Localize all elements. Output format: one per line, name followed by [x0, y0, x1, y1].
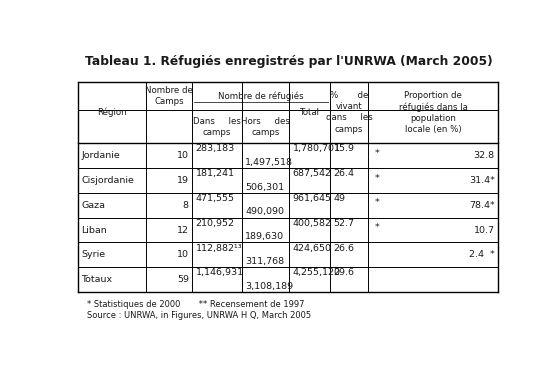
Text: 189,630: 189,630	[245, 232, 285, 242]
Text: 311,768: 311,768	[245, 257, 285, 266]
Text: 31.4*: 31.4*	[469, 176, 495, 185]
Text: 400,582: 400,582	[292, 219, 332, 228]
Text: 19: 19	[177, 176, 189, 185]
Text: 687,542: 687,542	[292, 169, 332, 178]
Text: Région: Région	[97, 108, 127, 117]
Text: 10: 10	[177, 250, 189, 259]
Text: Liban: Liban	[82, 226, 107, 234]
Text: 283,183: 283,183	[196, 144, 235, 153]
Text: 1,780,701: 1,780,701	[292, 144, 341, 153]
Text: 2.4  *: 2.4 *	[469, 250, 495, 259]
Text: 12: 12	[177, 226, 189, 234]
Text: Nombre de
Camps: Nombre de Camps	[145, 86, 193, 106]
Text: 1,497,518: 1,497,518	[245, 158, 294, 167]
Text: Jordanie: Jordanie	[82, 151, 120, 160]
Text: 10.7: 10.7	[474, 226, 495, 234]
Text: Source : UNRWA, in Figures, UNRWA H Q, March 2005: Source : UNRWA, in Figures, UNRWA H Q, M…	[87, 311, 311, 320]
Text: Proportion de
réfugiés dans la
population
locale (en %): Proportion de réfugiés dans la populatio…	[399, 91, 468, 134]
Text: 29.6: 29.6	[334, 269, 355, 278]
Text: *: *	[375, 223, 379, 232]
Text: 4,255,120: 4,255,120	[292, 269, 341, 278]
Text: 210,952: 210,952	[196, 219, 235, 228]
Text: Totaux: Totaux	[82, 275, 113, 284]
Text: *: *	[375, 149, 379, 158]
Text: 26.6: 26.6	[334, 244, 355, 253]
Text: * Statistiques de 2000       ** Recensement de 1997: * Statistiques de 2000 ** Recensement de…	[87, 300, 304, 309]
Text: 15.9: 15.9	[334, 144, 355, 153]
Text: Cisjordanie: Cisjordanie	[82, 176, 135, 185]
Text: 424,650: 424,650	[292, 244, 332, 253]
Text: Dans     les
camps: Dans les camps	[193, 116, 241, 137]
Text: Nombre de réfugiés: Nombre de réfugiés	[219, 91, 304, 101]
Text: Total: Total	[300, 108, 320, 117]
Text: %       de
vivant
dans     les
camps: % de vivant dans les camps	[326, 91, 373, 134]
Text: 961,645: 961,645	[292, 194, 332, 203]
Text: Syrie: Syrie	[82, 250, 106, 259]
Text: 49: 49	[334, 194, 346, 203]
Text: 471,555: 471,555	[196, 194, 235, 203]
Text: 78.4*: 78.4*	[469, 201, 495, 210]
Text: 1,146,931: 1,146,931	[196, 269, 244, 278]
Text: 506,301: 506,301	[245, 183, 285, 192]
Text: 490,090: 490,090	[245, 207, 284, 217]
Text: 112,882¹³: 112,882¹³	[196, 244, 242, 253]
Text: 10: 10	[177, 151, 189, 160]
Text: 3,108,189: 3,108,189	[245, 282, 294, 291]
Text: 32.8: 32.8	[474, 151, 495, 160]
Text: 52.7: 52.7	[334, 219, 355, 228]
Text: *: *	[375, 198, 379, 207]
Text: Tableau 1. Réfugiés enregistrés par l'UNRWA (March 2005): Tableau 1. Réfugiés enregistrés par l'UN…	[85, 55, 492, 68]
Text: 59: 59	[177, 275, 189, 284]
Text: Gaza: Gaza	[82, 201, 106, 210]
Text: 181,241: 181,241	[196, 169, 235, 178]
Text: Hors     des
camps: Hors des camps	[241, 116, 290, 137]
Text: *: *	[375, 174, 379, 183]
Text: 26.4: 26.4	[334, 169, 355, 178]
Text: 8: 8	[183, 201, 189, 210]
